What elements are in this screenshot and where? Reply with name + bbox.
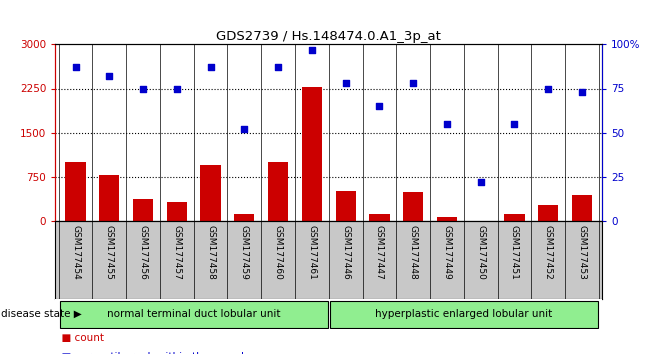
Point bbox=[475, 179, 486, 185]
Bar bbox=[538, 205, 559, 221]
Text: GSM177458: GSM177458 bbox=[206, 225, 215, 280]
Text: GSM177460: GSM177460 bbox=[273, 225, 283, 280]
Text: GSM177454: GSM177454 bbox=[71, 225, 80, 280]
Point bbox=[408, 80, 419, 86]
Text: GSM177450: GSM177450 bbox=[476, 225, 485, 280]
Text: GSM177451: GSM177451 bbox=[510, 225, 519, 280]
Point bbox=[239, 126, 249, 132]
Text: GSM177452: GSM177452 bbox=[544, 225, 553, 280]
Text: disease state ▶: disease state ▶ bbox=[1, 309, 81, 319]
Text: GSM177449: GSM177449 bbox=[443, 225, 451, 280]
Bar bbox=[335, 190, 355, 221]
Point bbox=[340, 80, 351, 86]
Bar bbox=[403, 192, 423, 221]
Point bbox=[273, 64, 283, 70]
Point bbox=[172, 86, 182, 91]
Text: ■ percentile rank within the sample: ■ percentile rank within the sample bbox=[55, 352, 251, 354]
Bar bbox=[437, 217, 457, 221]
Text: GSM177448: GSM177448 bbox=[409, 225, 418, 280]
Bar bbox=[572, 195, 592, 221]
Point bbox=[70, 64, 81, 70]
Text: GSM177461: GSM177461 bbox=[307, 225, 316, 280]
Point bbox=[509, 121, 519, 127]
Bar bbox=[369, 213, 389, 221]
Text: GSM177455: GSM177455 bbox=[105, 225, 114, 280]
Bar bbox=[201, 165, 221, 221]
Point bbox=[374, 103, 385, 109]
Point bbox=[577, 89, 587, 95]
Text: GSM177446: GSM177446 bbox=[341, 225, 350, 280]
Bar bbox=[133, 199, 153, 221]
Text: hyperplastic enlarged lobular unit: hyperplastic enlarged lobular unit bbox=[375, 309, 553, 319]
Bar bbox=[66, 162, 86, 221]
Point bbox=[543, 86, 553, 91]
Bar bbox=[268, 162, 288, 221]
Title: GDS2739 / Hs.148474.0.A1_3p_at: GDS2739 / Hs.148474.0.A1_3p_at bbox=[216, 30, 441, 43]
Point bbox=[441, 121, 452, 127]
Bar bbox=[234, 214, 255, 221]
Bar bbox=[60, 301, 327, 328]
Text: GSM177457: GSM177457 bbox=[173, 225, 182, 280]
Point bbox=[138, 86, 148, 91]
Point bbox=[104, 73, 115, 79]
Bar bbox=[505, 214, 525, 221]
Bar bbox=[330, 301, 598, 328]
Text: ■ count: ■ count bbox=[55, 333, 104, 343]
Text: GSM177447: GSM177447 bbox=[375, 225, 384, 280]
Text: normal terminal duct lobular unit: normal terminal duct lobular unit bbox=[107, 309, 281, 319]
Bar bbox=[167, 202, 187, 221]
Text: GSM177456: GSM177456 bbox=[139, 225, 148, 280]
Point bbox=[307, 47, 317, 52]
Bar bbox=[302, 87, 322, 221]
Bar bbox=[99, 175, 120, 221]
Point bbox=[206, 64, 216, 70]
Text: GSM177459: GSM177459 bbox=[240, 225, 249, 280]
Text: GSM177453: GSM177453 bbox=[577, 225, 587, 280]
